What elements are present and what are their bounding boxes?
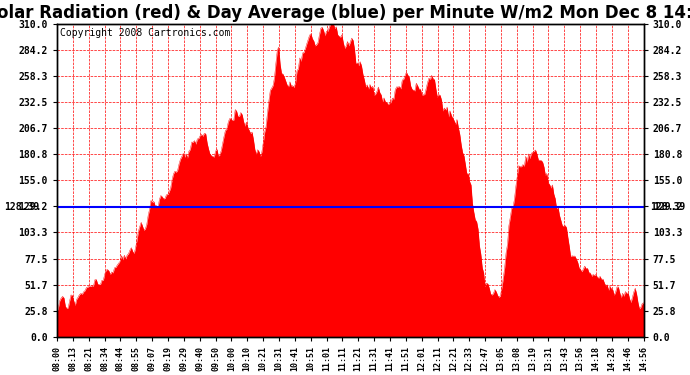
Text: 128.39: 128.39 (4, 202, 39, 212)
Text: Copyright 2008 Cartronics.com: Copyright 2008 Cartronics.com (60, 28, 230, 38)
Text: 128.39: 128.39 (651, 202, 686, 212)
Title: Solar Radiation (red) & Day Average (blue) per Minute W/m2 Mon Dec 8 14:58: Solar Radiation (red) & Day Average (blu… (0, 4, 690, 22)
